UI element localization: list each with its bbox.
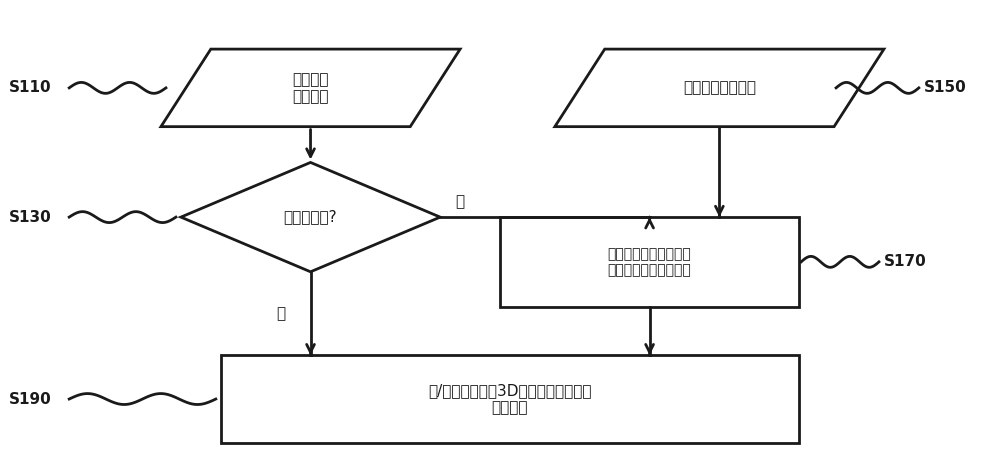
Text: S130: S130 — [9, 210, 52, 225]
Text: 多光谱荧光?: 多光谱荧光? — [284, 210, 337, 225]
Text: 获取多个
荧光图像: 获取多个 荧光图像 — [292, 72, 329, 104]
Text: 根据荧光试剂对应选择
荧光图像原始荧光光谱: 根据荧光试剂对应选择 荧光图像原始荧光光谱 — [608, 247, 691, 277]
Text: 是: 是 — [455, 194, 464, 209]
Text: S110: S110 — [9, 80, 52, 95]
Polygon shape — [161, 49, 460, 126]
Polygon shape — [221, 355, 799, 443]
Text: 单/多光谱荧光的3D光学层析成像计算
分析处理: 单/多光谱荧光的3D光学层析成像计算 分析处理 — [428, 383, 592, 415]
Polygon shape — [181, 162, 440, 272]
Polygon shape — [500, 217, 799, 307]
Text: 提供原始荧光光谱: 提供原始荧光光谱 — [683, 80, 756, 95]
Polygon shape — [555, 49, 884, 126]
Text: S150: S150 — [924, 80, 967, 95]
Text: 否: 否 — [276, 306, 286, 321]
Text: S170: S170 — [884, 254, 927, 270]
Text: S190: S190 — [9, 392, 52, 406]
